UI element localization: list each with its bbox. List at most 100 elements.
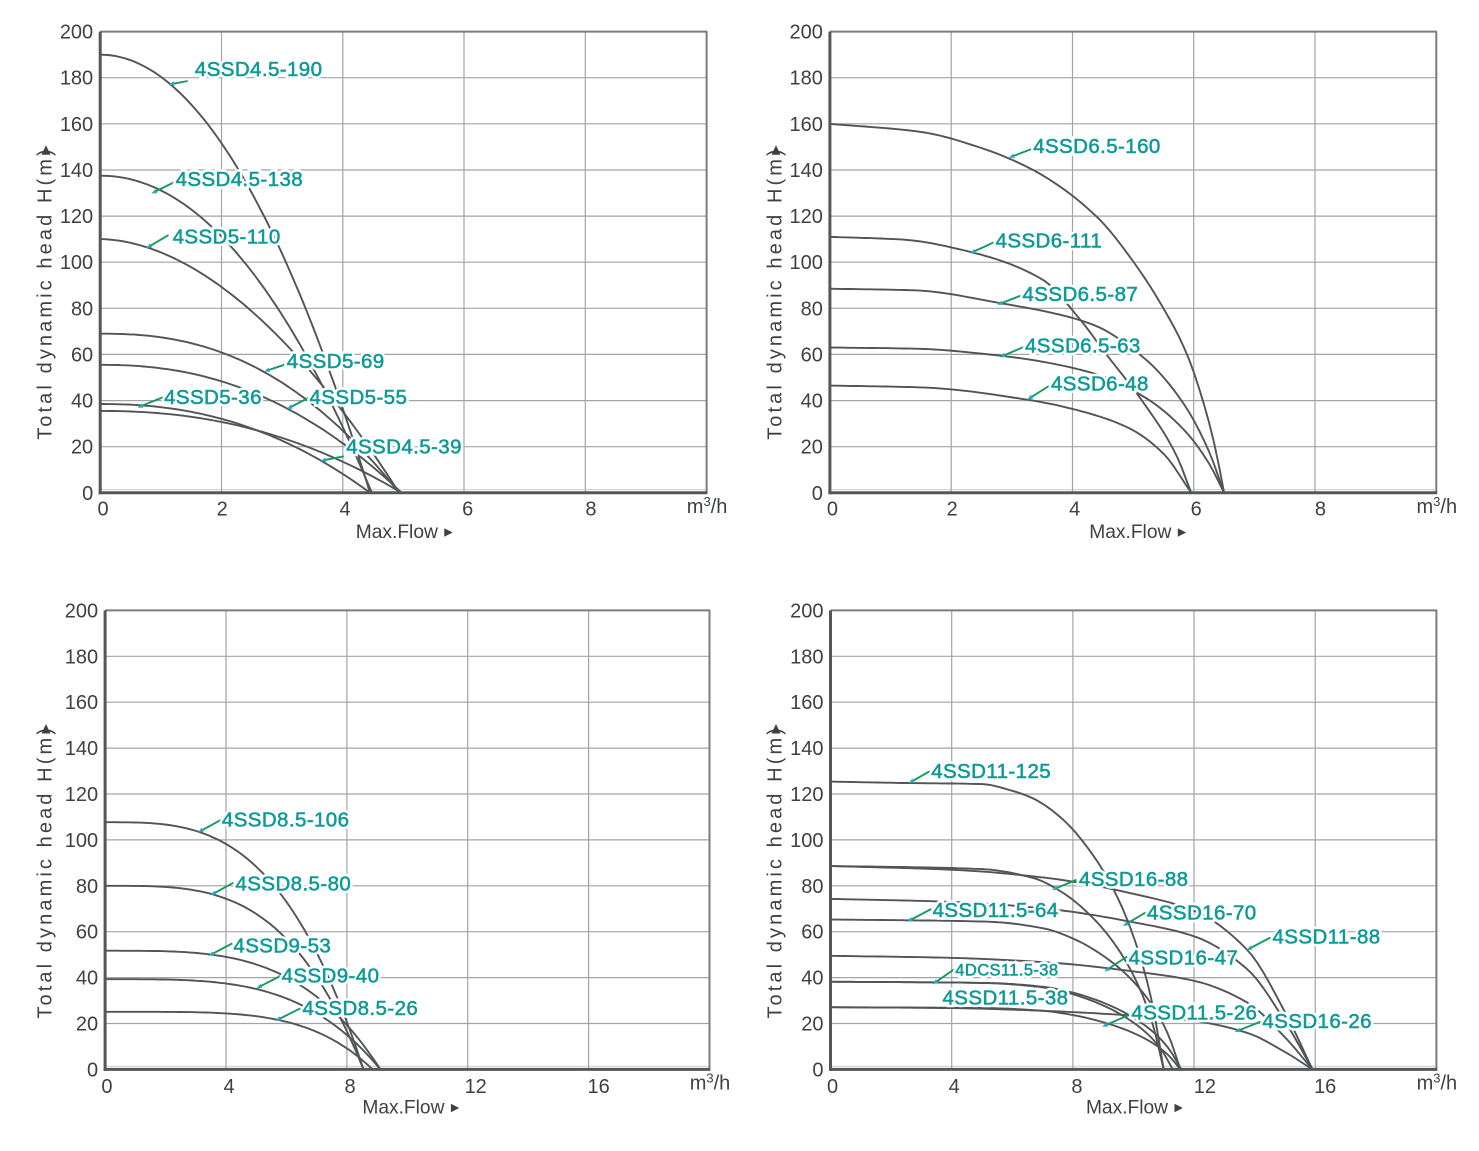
svg-text:4SSD4.5-190: 4SSD4.5-190 (195, 58, 322, 81)
svg-text:4SSD4.5-138: 4SSD4.5-138 (176, 168, 303, 191)
svg-text:4DCS11.5-38: 4DCS11.5-38 (955, 961, 1058, 979)
svg-text:Total dynamic head H(m): Total dynamic head H(m) (35, 146, 57, 440)
svg-text:200: 200 (60, 22, 93, 44)
svg-text:4SSD4.5-138: 4SSD4.5-138 (176, 168, 303, 191)
svg-text:4SSD11-88: 4SSD11-88 (1273, 926, 1381, 949)
svg-text:Total dynamic head H(m): Total dynamic head H(m) (765, 725, 787, 1019)
svg-text:0: 0 (97, 499, 108, 521)
svg-text:4SSD11-88: 4SSD11-88 (1273, 926, 1381, 949)
svg-text:4SSD8.5-80: 4SSD8.5-80 (236, 873, 352, 896)
svg-text:120: 120 (790, 206, 823, 228)
svg-text:12: 12 (1194, 1076, 1216, 1098)
svg-text:100: 100 (790, 252, 823, 274)
svg-text:0: 0 (812, 1059, 823, 1081)
svg-text:4SSD16-26: 4SSD16-26 (1262, 1010, 1372, 1033)
svg-text:4SSD16-88: 4SSD16-88 (1079, 868, 1189, 891)
svg-text:4SSD6.5-63: 4SSD6.5-63 (1025, 335, 1141, 358)
svg-text:40: 40 (76, 968, 98, 990)
svg-text:4SSD6-111: 4SSD6-111 (996, 230, 1103, 253)
svg-text:4SSD11.5-64: 4SSD11.5-64 (933, 899, 1059, 922)
svg-text:4SSD11.5-26: 4SSD11.5-26 (1131, 1002, 1257, 1025)
svg-text:4SSD16-47: 4SSD16-47 (1129, 947, 1239, 970)
svg-text:4SSD8.5-106: 4SSD8.5-106 (222, 809, 349, 832)
svg-text:16: 16 (587, 1076, 609, 1098)
svg-text:140: 140 (65, 738, 98, 760)
svg-text:4SSD11-125: 4SSD11-125 (931, 760, 1051, 783)
svg-text:4SSD5-69: 4SSD5-69 (287, 350, 385, 373)
svg-text:4SSD5-55: 4SSD5-55 (310, 386, 408, 409)
svg-text:4SSD4.5-39: 4SSD4.5-39 (346, 436, 462, 459)
svg-text:4SSD5-55: 4SSD5-55 (310, 386, 408, 409)
svg-text:Total dynamic head H(m): Total dynamic head H(m) (35, 725, 57, 1019)
svg-text:0: 0 (101, 1076, 112, 1098)
svg-text:60: 60 (76, 922, 98, 944)
svg-text:4: 4 (949, 1076, 960, 1098)
svg-text:4SSD16-47: 4SSD16-47 (1129, 947, 1239, 970)
svg-text:60: 60 (801, 344, 823, 366)
svg-text:20: 20 (71, 437, 93, 459)
svg-text:m3/h: m3/h (690, 1070, 731, 1094)
svg-text:40: 40 (801, 968, 823, 990)
svg-text:4SSD4.5-39: 4SSD4.5-39 (346, 436, 462, 459)
svg-text:0: 0 (827, 499, 838, 521)
svg-text:160: 160 (60, 114, 93, 136)
svg-text:4SSD16-70: 4SSD16-70 (1147, 902, 1257, 925)
svg-text:4SSD11.5-64: 4SSD11.5-64 (933, 899, 1059, 922)
svg-text:4SSD6.5-87: 4SSD6.5-87 (1023, 283, 1139, 306)
svg-text:4SSD16-70: 4SSD16-70 (1147, 902, 1257, 925)
svg-text:4: 4 (339, 499, 350, 521)
svg-text:6: 6 (1191, 499, 1202, 521)
svg-text:180: 180 (65, 646, 98, 668)
svg-text:200: 200 (790, 22, 823, 44)
svg-text:8: 8 (585, 499, 596, 521)
svg-text:160: 160 (65, 692, 98, 714)
svg-text:0: 0 (812, 483, 823, 505)
svg-text:4SSD16-88: 4SSD16-88 (1079, 868, 1189, 891)
svg-text:4SSD6-111: 4SSD6-111 (996, 230, 1103, 253)
svg-text:4SSD11.5-38: 4SSD11.5-38 (943, 986, 1069, 1009)
svg-text:120: 120 (65, 784, 98, 806)
svg-text:4SSD8.5-106: 4SSD8.5-106 (222, 809, 349, 832)
svg-text:4SSD6-48: 4SSD6-48 (1051, 373, 1149, 396)
svg-text:180: 180 (60, 68, 93, 90)
svg-text:80: 80 (71, 298, 93, 320)
svg-text:8: 8 (1071, 1076, 1082, 1098)
svg-text:40: 40 (801, 391, 823, 413)
svg-text:4SSD8.5-26: 4SSD8.5-26 (303, 997, 419, 1020)
svg-text:4SSD5-110: 4SSD5-110 (173, 226, 281, 249)
svg-text:4SSD4.5-190: 4SSD4.5-190 (195, 58, 322, 81)
svg-text:8: 8 (1315, 499, 1326, 521)
svg-text:4DCS11.5-38: 4DCS11.5-38 (955, 961, 1058, 979)
svg-text:4SSD11.5-26: 4SSD11.5-26 (1131, 1002, 1257, 1025)
svg-text:0: 0 (87, 1059, 98, 1081)
svg-text:8: 8 (344, 1076, 355, 1098)
svg-text:Max.Flow: Max.Flow (362, 1098, 444, 1119)
svg-text:180: 180 (790, 68, 823, 90)
svg-text:200: 200 (790, 600, 823, 622)
svg-text:140: 140 (790, 738, 823, 760)
svg-text:m3/h: m3/h (1417, 494, 1458, 518)
svg-text:12: 12 (465, 1076, 487, 1098)
svg-text:4SSD8.5-80: 4SSD8.5-80 (236, 873, 352, 896)
svg-text:4SSD6.5-160: 4SSD6.5-160 (1033, 135, 1160, 158)
svg-text:0: 0 (827, 1076, 838, 1098)
svg-text:20: 20 (76, 1014, 98, 1036)
svg-text:4SSD9-40: 4SSD9-40 (282, 965, 380, 988)
svg-text:4SSD9-53: 4SSD9-53 (233, 934, 331, 957)
svg-text:Total dynamic head H(m): Total dynamic head H(m) (765, 146, 787, 440)
svg-text:60: 60 (801, 922, 823, 944)
svg-text:160: 160 (790, 692, 823, 714)
svg-text:2: 2 (947, 499, 958, 521)
svg-text:0: 0 (82, 483, 93, 505)
svg-text:100: 100 (65, 830, 98, 852)
svg-text:16: 16 (1314, 1076, 1336, 1098)
svg-text:200: 200 (65, 600, 98, 622)
svg-text:120: 120 (790, 784, 823, 806)
svg-text:60: 60 (71, 344, 93, 366)
svg-text:180: 180 (790, 646, 823, 668)
svg-text:80: 80 (801, 876, 823, 898)
svg-text:20: 20 (801, 437, 823, 459)
svg-text:4SSD11.5-38: 4SSD11.5-38 (943, 986, 1069, 1009)
svg-text:4SSD6-48: 4SSD6-48 (1051, 373, 1149, 396)
svg-text:4SSD6.5-160: 4SSD6.5-160 (1033, 135, 1160, 158)
